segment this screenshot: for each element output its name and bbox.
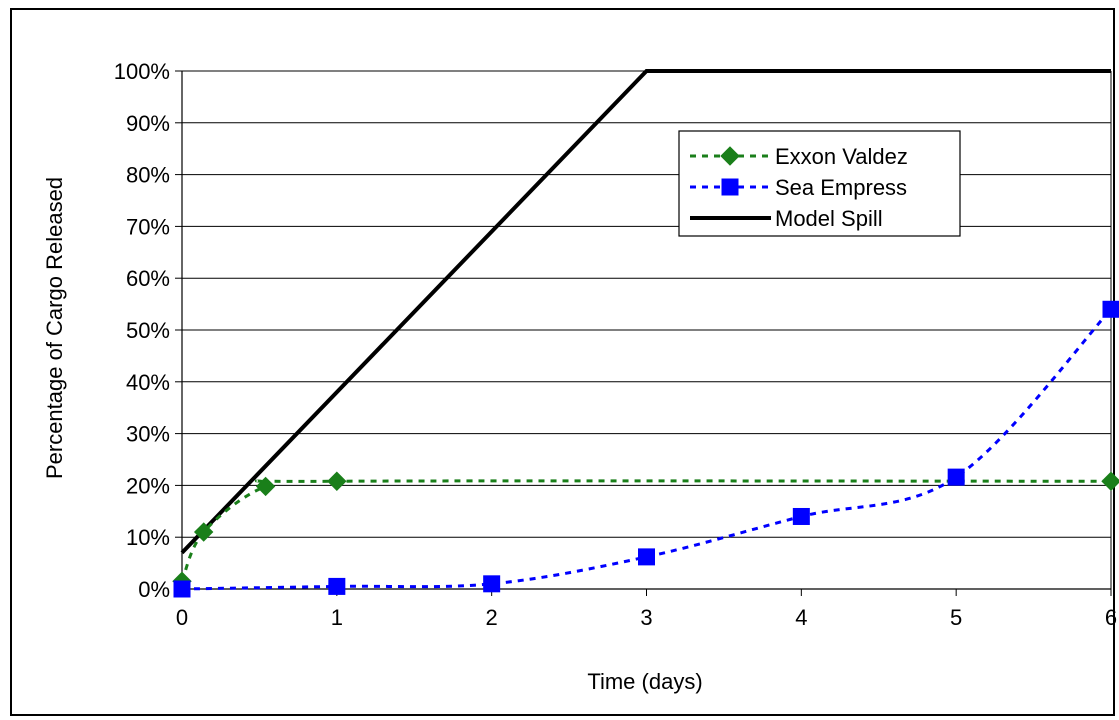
x-tick-label: 4 <box>795 605 807 630</box>
y-tick-label: 100% <box>114 59 170 84</box>
data-point <box>327 471 347 491</box>
data-point <box>483 575 501 593</box>
data-point <box>792 507 810 525</box>
x-tick-label: 5 <box>950 605 962 630</box>
legend-label: Model Spill <box>775 206 883 231</box>
y-tick-label: 30% <box>126 422 170 447</box>
series-line <box>180 479 1112 582</box>
series-sea-empress <box>173 300 1119 598</box>
x-axis-title: Time (days) <box>587 669 702 694</box>
data-point <box>328 577 346 595</box>
legend-label: Sea Empress <box>775 175 907 200</box>
legend-item-exxon-valdez: Exxon Valdez <box>690 144 908 169</box>
series-line <box>181 308 1113 591</box>
y-tick-label: 20% <box>126 473 170 498</box>
legend-item-model-spill: Model Spill <box>690 206 883 231</box>
y-tick-label: 80% <box>126 163 170 188</box>
y-tick-label: 70% <box>126 214 170 239</box>
x-tick-label: 1 <box>331 605 343 630</box>
legend-item-sea-empress: Sea Empress <box>690 175 907 200</box>
legend: Exxon Valdez Sea Empress Model Spill <box>678 130 961 237</box>
data-point <box>638 548 655 566</box>
x-tick-label: 0 <box>176 605 188 630</box>
legend-marker <box>720 146 740 166</box>
y-tick-label: 40% <box>126 370 170 395</box>
y-tick-label: 10% <box>126 525 170 550</box>
y-axis-title: Percentage of Cargo Released <box>42 177 67 479</box>
x-tick-label: 6 <box>1105 605 1117 630</box>
x-tick-label: 2 <box>486 605 498 630</box>
y-tick-label: 60% <box>126 266 170 291</box>
series-layer <box>172 69 1119 598</box>
legend-label: Exxon Valdez <box>775 144 908 169</box>
data-point <box>947 468 965 486</box>
series-model-spill <box>180 69 1111 555</box>
series-exxon-valdez <box>172 471 1119 591</box>
y-tick-label: 90% <box>126 111 170 136</box>
data-point <box>1102 300 1119 318</box>
legend-marker <box>721 178 739 196</box>
x-tick-label: 3 <box>640 605 652 630</box>
x-axis-ticks: 0 1 2 3 4 5 6 <box>176 589 1117 630</box>
data-point <box>193 522 214 542</box>
data-point <box>1101 471 1119 491</box>
chart-frame <box>10 8 1115 716</box>
y-axis-ticks: 0% 10% 20% 30% 40% 50% 60% 70% 80% 90% 100% <box>114 59 182 602</box>
y-tick-label: 50% <box>126 318 170 343</box>
series-line <box>180 69 1111 555</box>
y-tick-label: 0% <box>138 577 170 602</box>
data-point <box>173 580 191 598</box>
data-point <box>255 476 276 497</box>
